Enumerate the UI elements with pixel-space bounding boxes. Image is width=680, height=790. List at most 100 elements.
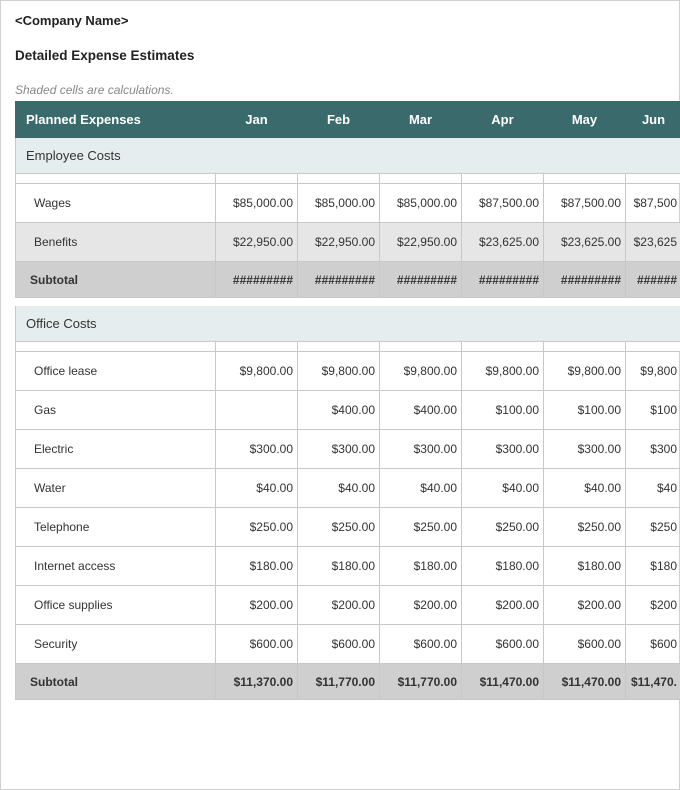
section-name: Employee Costs	[16, 138, 680, 174]
cell-value: $300.00	[298, 430, 380, 469]
cell-value: $100.00	[462, 391, 544, 430]
subtotal-label: Subtotal	[16, 262, 216, 298]
subtotal-value: #########	[380, 262, 462, 298]
cell-value: $100.00	[544, 391, 626, 430]
cell-value: $40.00	[298, 469, 380, 508]
cell-value: $600.00	[544, 625, 626, 664]
cell-value	[216, 391, 298, 430]
col-planned-expenses: Planned Expenses	[16, 102, 216, 138]
section-gap	[16, 298, 680, 306]
cell-value: $250	[626, 508, 680, 547]
row-label: Gas	[16, 391, 216, 430]
cell-value: $87,500.00	[544, 184, 626, 223]
cell-value: $180.00	[462, 547, 544, 586]
cell-value: $300.00	[380, 430, 462, 469]
subtotal-value: ######	[626, 262, 680, 298]
cell-value: $23,625.00	[462, 223, 544, 262]
cell-value: $250.00	[544, 508, 626, 547]
cell-value: $600.00	[462, 625, 544, 664]
row-label: Benefits	[16, 223, 216, 262]
cell-value: $40.00	[462, 469, 544, 508]
cell-value: $250.00	[462, 508, 544, 547]
cell-value: $400.00	[380, 391, 462, 430]
subtotal-value: $11,470.	[626, 664, 680, 700]
table-row: Benefits$22,950.00$22,950.00$22,950.00$2…	[16, 223, 680, 262]
table-row: Telephone$250.00$250.00$250.00$250.00$25…	[16, 508, 680, 547]
cell-value: $87,500.00	[462, 184, 544, 223]
row-label: Electric	[16, 430, 216, 469]
cell-value: $9,800.00	[544, 352, 626, 391]
spacer-row	[16, 342, 680, 352]
cell-value: $9,800	[626, 352, 680, 391]
col-jun: Jun	[626, 102, 680, 138]
subtotal-row: Subtotal$11,370.00$11,770.00$11,770.00$1…	[16, 664, 680, 700]
subtotal-value: $11,470.00	[544, 664, 626, 700]
row-label: Internet access	[16, 547, 216, 586]
subtotal-label: Subtotal	[16, 664, 216, 700]
cell-value: $9,800.00	[380, 352, 462, 391]
cell-value: $9,800.00	[462, 352, 544, 391]
cell-value: $9,800.00	[298, 352, 380, 391]
section-header: Office Costs	[16, 306, 680, 342]
cell-value: $23,625	[626, 223, 680, 262]
cell-value: $300.00	[544, 430, 626, 469]
subtotal-value: #########	[298, 262, 380, 298]
table-row: Office supplies$200.00$200.00$200.00$200…	[16, 586, 680, 625]
col-mar: Mar	[380, 102, 462, 138]
cell-value: $85,000.00	[380, 184, 462, 223]
subtotal-value: #########	[216, 262, 298, 298]
section-name: Office Costs	[16, 306, 680, 342]
cell-value: $200.00	[216, 586, 298, 625]
cell-value: $22,950.00	[298, 223, 380, 262]
cell-value: $100	[626, 391, 680, 430]
table-row: Water$40.00$40.00$40.00$40.00$40.00$40	[16, 469, 680, 508]
cell-value: $300.00	[216, 430, 298, 469]
cell-value: $22,950.00	[380, 223, 462, 262]
subtotal-value: #########	[462, 262, 544, 298]
page-title: Detailed Expense Estimates	[15, 48, 679, 63]
expense-sheet: <Company Name> Detailed Expense Estimate…	[0, 0, 680, 790]
company-name: <Company Name>	[15, 13, 679, 28]
cell-value: $400.00	[298, 391, 380, 430]
cell-value: $180.00	[216, 547, 298, 586]
cell-value: $200.00	[298, 586, 380, 625]
cell-value: $200.00	[544, 586, 626, 625]
cell-value: $180.00	[298, 547, 380, 586]
table-row: Office lease$9,800.00$9,800.00$9,800.00$…	[16, 352, 680, 391]
row-label: Telephone	[16, 508, 216, 547]
calc-note: Shaded cells are calculations.	[15, 83, 679, 97]
subtotal-row: Subtotal################################…	[16, 262, 680, 298]
table-header-row: Planned Expenses Jan Feb Mar Apr May Jun	[16, 102, 680, 138]
row-label: Water	[16, 469, 216, 508]
cell-value: $180.00	[380, 547, 462, 586]
cell-value: $9,800.00	[216, 352, 298, 391]
cell-value: $180.00	[544, 547, 626, 586]
table-row: Electric$300.00$300.00$300.00$300.00$300…	[16, 430, 680, 469]
section-header: Employee Costs	[16, 138, 680, 174]
subtotal-value: $11,470.00	[462, 664, 544, 700]
cell-value: $200.00	[462, 586, 544, 625]
col-feb: Feb	[298, 102, 380, 138]
cell-value: $600.00	[216, 625, 298, 664]
cell-value: $85,000.00	[216, 184, 298, 223]
cell-value: $200.00	[380, 586, 462, 625]
table-row: Security$600.00$600.00$600.00$600.00$600…	[16, 625, 680, 664]
cell-value: $87,500	[626, 184, 680, 223]
cell-value: $600.00	[380, 625, 462, 664]
row-label: Office supplies	[16, 586, 216, 625]
subtotal-value: $11,770.00	[380, 664, 462, 700]
subtotal-value: $11,370.00	[216, 664, 298, 700]
cell-value: $250.00	[380, 508, 462, 547]
row-label: Security	[16, 625, 216, 664]
cell-value: $600	[626, 625, 680, 664]
subtotal-value: #########	[544, 262, 626, 298]
cell-value: $23,625.00	[544, 223, 626, 262]
expense-table: Planned Expenses Jan Feb Mar Apr May Jun…	[15, 101, 680, 700]
col-jan: Jan	[216, 102, 298, 138]
cell-value: $600.00	[298, 625, 380, 664]
row-label: Wages	[16, 184, 216, 223]
col-apr: Apr	[462, 102, 544, 138]
cell-value: $40	[626, 469, 680, 508]
cell-value: $40.00	[216, 469, 298, 508]
cell-value: $250.00	[216, 508, 298, 547]
